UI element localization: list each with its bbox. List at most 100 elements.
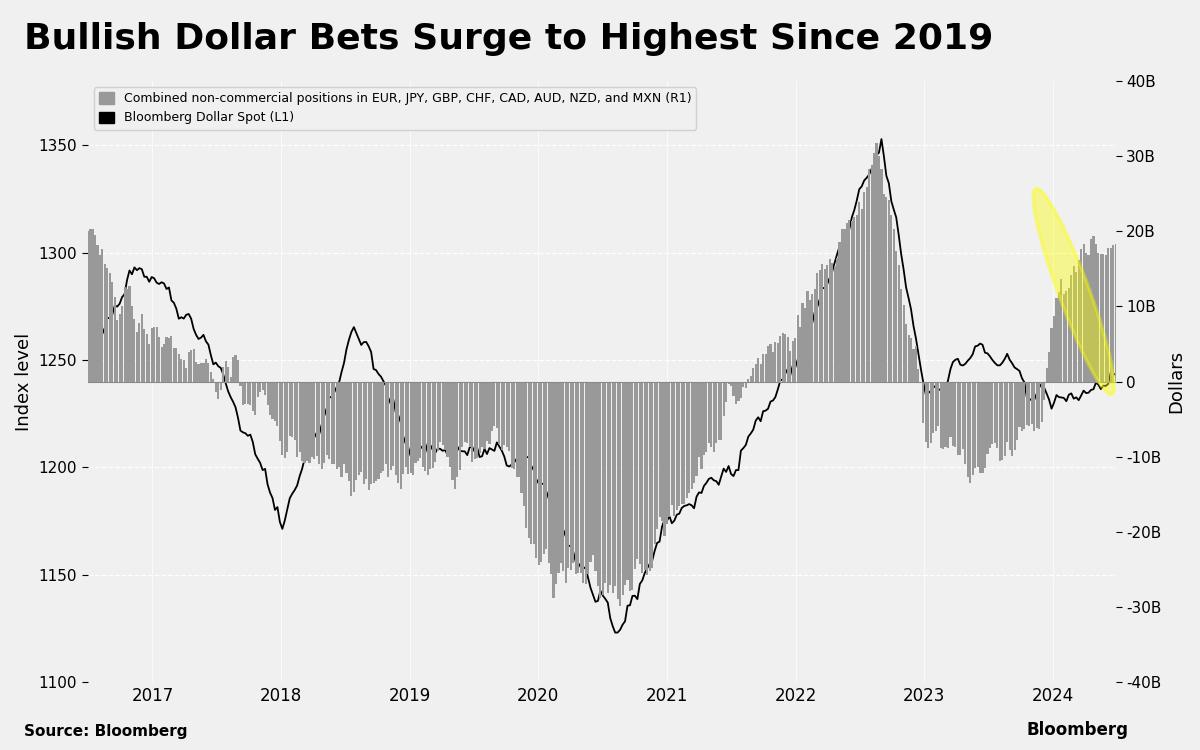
Bar [343,382,346,464]
Bar [247,382,248,404]
Bar [1082,244,1085,382]
Bar [196,362,197,382]
Bar [624,382,626,585]
Bar [755,364,757,382]
Bar [362,382,365,484]
Bar [331,382,332,464]
Bar [612,382,613,593]
Bar [1003,382,1006,456]
Bar [898,265,900,382]
Bar [476,382,478,458]
Bar [890,215,893,382]
Y-axis label: Index level: Index level [14,332,32,430]
Bar [1050,328,1052,382]
Bar [752,368,755,382]
Bar [685,382,688,498]
Text: Bullish Dollar Bets Surge to Highest Since 2019: Bullish Dollar Bets Surge to Highest Sin… [24,22,994,56]
Bar [306,382,308,460]
Bar [283,382,286,458]
Bar [888,200,890,382]
Bar [925,382,926,442]
Bar [947,382,949,448]
Bar [365,382,367,478]
Bar [563,382,564,572]
Bar [1045,368,1048,382]
Bar [1026,382,1028,425]
Bar [412,382,414,476]
Bar [442,382,444,446]
Bar [505,382,508,447]
Bar [143,328,145,382]
Bar [463,382,466,442]
Bar [757,358,760,382]
Bar [883,194,884,382]
Bar [98,256,101,382]
Bar [264,382,266,395]
Bar [358,382,360,476]
Bar [140,314,143,382]
Bar [829,259,830,382]
Bar [821,264,823,382]
Bar [865,187,868,382]
Bar [334,382,335,464]
Bar [151,328,152,382]
Bar [1090,239,1092,382]
Bar [592,382,594,555]
Bar [554,382,557,584]
Bar [388,382,390,477]
Bar [469,382,470,447]
Bar [587,382,589,574]
Bar [222,368,224,382]
Bar [748,380,749,382]
Bar [316,382,318,456]
Bar [112,282,113,382]
Bar [816,274,818,382]
Ellipse shape [1033,188,1115,394]
Bar [229,376,232,382]
Bar [496,382,498,427]
Bar [242,382,244,405]
Bar [336,382,337,469]
Bar [296,382,299,457]
Bar [1014,382,1015,449]
Bar [750,376,752,382]
Bar [923,382,924,423]
Bar [432,382,434,468]
Bar [374,382,377,481]
Bar [1110,248,1111,382]
Bar [580,382,582,573]
Bar [212,380,215,382]
Bar [215,382,217,392]
Bar [367,382,370,490]
Bar [1112,244,1115,382]
Bar [1063,295,1064,382]
Bar [614,382,617,586]
Bar [190,350,192,382]
Bar [762,354,764,382]
Bar [907,335,910,382]
Bar [481,382,484,447]
Bar [1048,352,1050,382]
Bar [474,382,475,459]
Bar [1033,382,1036,430]
Bar [870,165,872,382]
Bar [895,251,898,382]
Bar [886,196,888,382]
Bar [792,340,793,382]
Bar [385,382,386,464]
Bar [802,303,804,382]
Bar [1087,254,1090,382]
Bar [977,382,979,467]
Bar [646,382,648,575]
Bar [131,306,133,382]
Bar [942,382,944,449]
Bar [668,382,671,518]
Bar [178,354,180,382]
Bar [136,332,138,382]
Bar [713,382,715,452]
Bar [311,382,313,457]
Bar [227,367,229,382]
Text: Bloomberg: Bloomberg [1026,721,1128,739]
Bar [636,382,638,560]
Bar [414,382,416,464]
